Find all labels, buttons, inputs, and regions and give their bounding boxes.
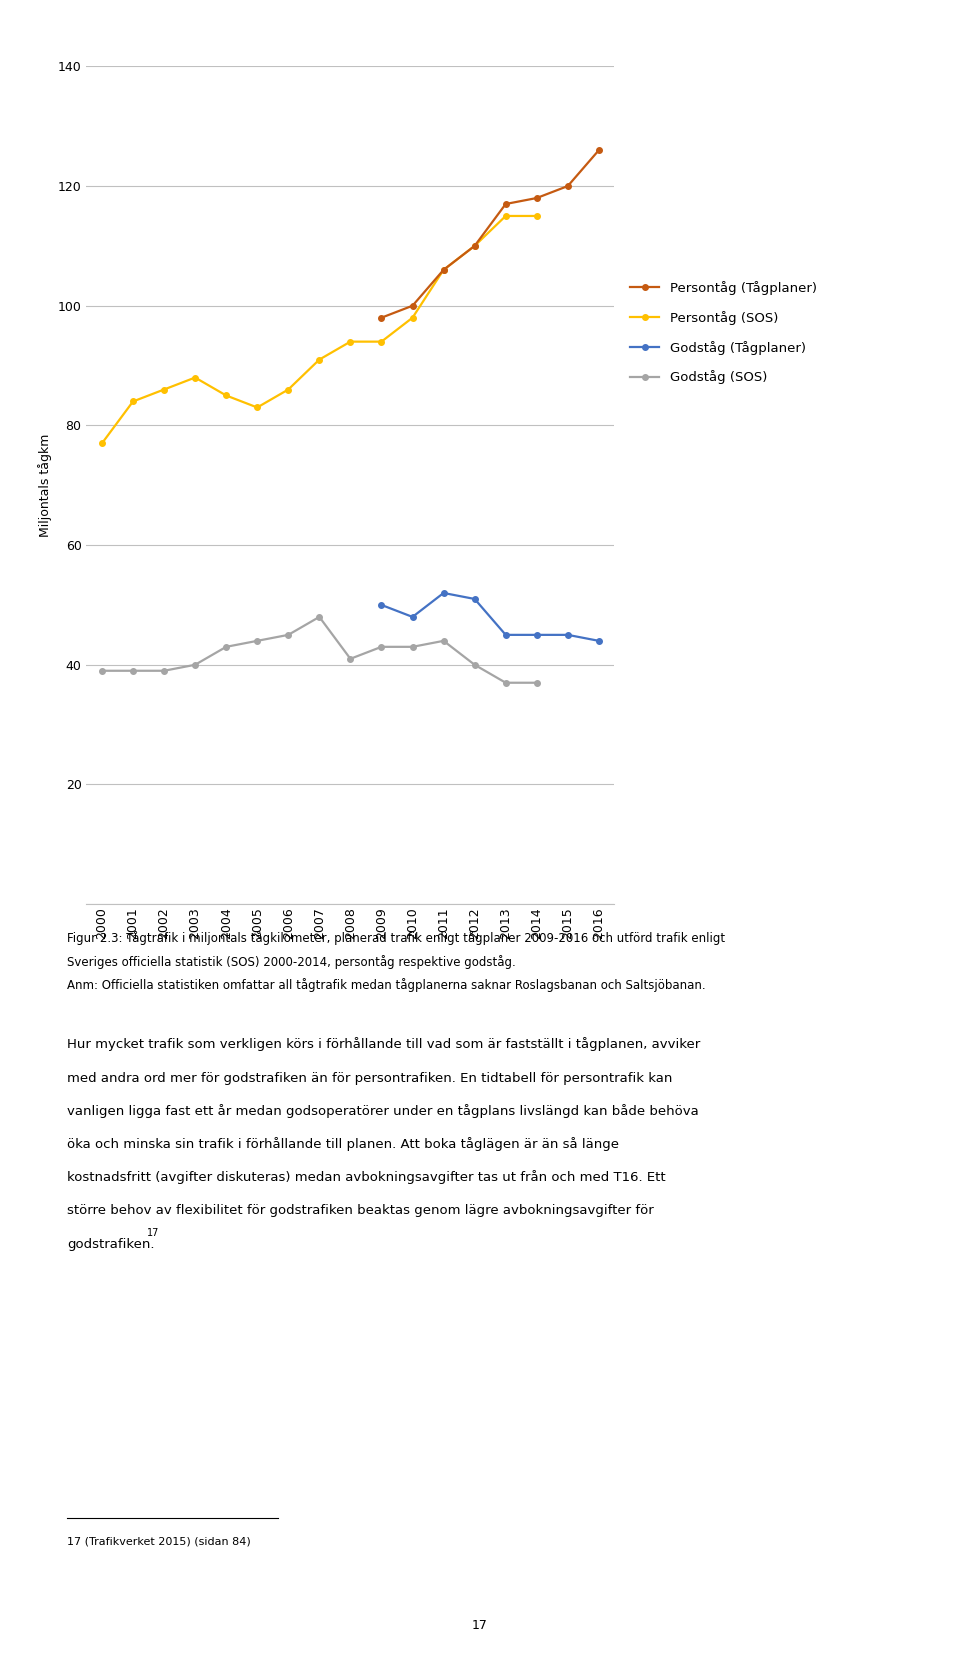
- Legend: Persontåg (Tågplaner), Persontåg (SOS), Godståg (Tågplaner), Godståg (SOS): Persontåg (Tågplaner), Persontåg (SOS), …: [625, 275, 822, 390]
- Text: större behov av flexibilitet för godstrafiken beaktas genom lägre avbokningsavgi: större behov av flexibilitet för godstra…: [67, 1204, 654, 1218]
- Text: öka och minska sin trafik i förhållande till planen. Att boka tåglägen är än så : öka och minska sin trafik i förhållande …: [67, 1136, 619, 1151]
- Y-axis label: Miljontals tågkm: Miljontals tågkm: [38, 433, 52, 538]
- Text: 17: 17: [472, 1619, 488, 1632]
- Text: Anm: Officiella statistiken omfattar all tågtrafik medan tågplanerna saknar Rosl: Anm: Officiella statistiken omfattar all…: [67, 977, 706, 992]
- Text: Hur mycket trafik som verkligen körs i förhållande till vad som är fastställt i : Hur mycket trafik som verkligen körs i f…: [67, 1037, 701, 1052]
- Text: 17: 17: [147, 1228, 159, 1238]
- Text: 17 (Trafikverket 2015) (sidan 84): 17 (Trafikverket 2015) (sidan 84): [67, 1536, 251, 1546]
- Text: Sveriges officiella statistik (SOS) 2000-2014, persontåg respektive godståg.: Sveriges officiella statistik (SOS) 2000…: [67, 954, 516, 969]
- Text: kostnadsfritt (avgifter diskuteras) medan avbokningsavgifter tas ut från och med: kostnadsfritt (avgifter diskuteras) meda…: [67, 1170, 666, 1185]
- Text: med andra ord mer för godstrafiken än för persontrafiken. En tidtabell för perso: med andra ord mer för godstrafiken än fö…: [67, 1072, 673, 1085]
- Text: Figur 2.3: Tågtrafik i miljontals tågkilometer, planerad trafik enligt tågplaner: Figur 2.3: Tågtrafik i miljontals tågkil…: [67, 931, 726, 946]
- Text: vanligen ligga fast ett år medan godsoperatörer under en tågplans livslängd kan : vanligen ligga fast ett år medan godsope…: [67, 1103, 699, 1118]
- Text: godstrafiken.: godstrafiken.: [67, 1238, 155, 1251]
